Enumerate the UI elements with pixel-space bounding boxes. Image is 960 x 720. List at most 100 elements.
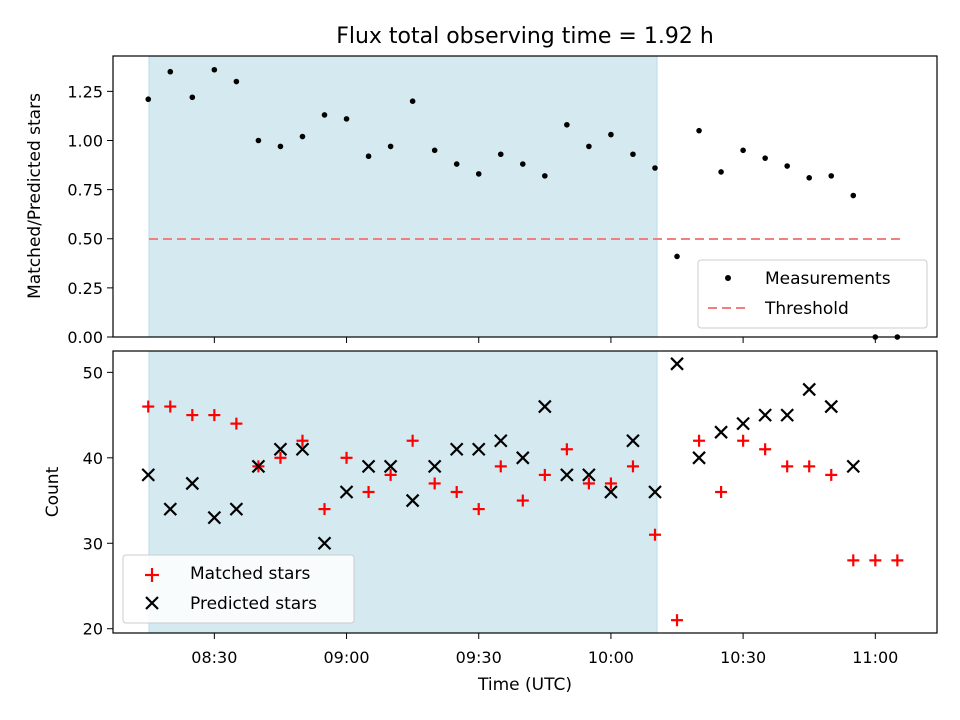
y-tick-label: 20 <box>83 620 103 639</box>
y-tick-label: 1.25 <box>67 82 103 101</box>
measurement-point <box>718 169 724 175</box>
y-tick-label: 0.00 <box>67 328 103 347</box>
measurement-point <box>431 147 438 154</box>
predicted-stars-point <box>824 399 839 414</box>
measurement-point <box>784 163 790 169</box>
matched-stars-point <box>318 503 331 516</box>
measurements-legend-label: Measurements <box>765 269 891 289</box>
top-legend: Measurements Threshold <box>697 259 928 329</box>
predicted-stars-point <box>648 485 662 499</box>
matched-stars-legend-marker <box>145 568 159 582</box>
matched-stars-point <box>406 434 419 447</box>
predicted-stars-legend-marker <box>145 596 159 610</box>
predicted-stars-point <box>317 536 332 551</box>
predicted-stars-point <box>405 493 420 508</box>
measurement-point <box>167 68 174 75</box>
top-panel-frame <box>112 55 938 338</box>
predicted-stars-point <box>185 476 200 491</box>
predicted-stars-point <box>339 485 354 499</box>
matched-stars-point <box>781 460 794 473</box>
matched-stars-point <box>626 460 639 473</box>
predicted-stars-point <box>582 468 596 482</box>
matched-stars-point <box>648 528 661 541</box>
matched-stars-legend-label: Matched stars <box>190 564 310 584</box>
measurements-series <box>145 66 901 340</box>
matched-stars-point <box>538 468 551 481</box>
matched-stars-point <box>384 468 397 481</box>
predicted-stars-point <box>802 382 816 397</box>
measurement-point <box>630 151 636 158</box>
matched-stars-point <box>604 477 617 490</box>
measurement-point <box>740 147 746 154</box>
matched-stars-point <box>671 614 684 627</box>
y-tick-label: 50 <box>83 363 103 382</box>
bottom-legend-box <box>122 554 355 624</box>
predicted-stars-point <box>846 459 861 474</box>
predicted-stars-point <box>207 510 222 525</box>
matched-stars-point <box>869 554 882 567</box>
predicted-stars-point <box>692 451 706 465</box>
bottom-panel-frame <box>112 350 938 634</box>
x-tick-label: 11:00 <box>852 648 898 667</box>
y-tick-label: 1.00 <box>67 131 103 150</box>
measurement-point <box>255 137 262 144</box>
predicted-stars-point <box>251 459 266 474</box>
top-panel: 0.00 0.25 0.50 0.75 1.00 1.25 Matched/Predict… <box>25 55 938 347</box>
measurements-legend-marker <box>725 275 731 281</box>
matched-stars-point <box>582 477 595 490</box>
x-tick-label: 09:30 <box>456 648 502 667</box>
predicted-stars-point <box>560 468 574 482</box>
predicted-stars-point <box>604 485 618 499</box>
y-tick-label: 0.50 <box>67 230 103 249</box>
x-tick-label: 08:30 <box>191 648 237 667</box>
y-tick-label: 0.75 <box>67 181 103 200</box>
matched-stars-point <box>450 486 463 498</box>
predicted-stars-point <box>758 408 772 422</box>
predicted-stars-point <box>229 502 244 516</box>
matched-stars-point <box>693 434 706 447</box>
predicted-stars-point <box>141 468 156 482</box>
matched-stars-point <box>737 434 750 447</box>
x-tick-label: 10:00 <box>588 648 634 667</box>
predicted-stars-point <box>493 433 508 448</box>
predicted-stars-legend-label: Predicted stars <box>190 594 317 614</box>
predicted-stars-point <box>361 459 376 474</box>
matched-stars-point <box>472 503 485 516</box>
measurement-point <box>850 192 857 199</box>
predicted-stars-point <box>295 442 310 457</box>
matched-stars-point <box>142 400 155 413</box>
measurement-point <box>365 153 372 160</box>
bottom-panel: 20 30 40 50 08:30 09:00 09:30 10:00 10:30 11:00 C… <box>43 350 938 667</box>
top-panel-ylabel: Matched/Predicted stars <box>25 93 45 299</box>
measurement-point <box>564 121 570 128</box>
matched-stars-point <box>803 460 816 473</box>
bottom-panel-axes: 20 30 40 50 08:30 09:00 09:30 10:00 10:30 11:00 <box>83 363 899 667</box>
matched-stars-point <box>560 443 573 456</box>
measurement-point <box>321 112 328 118</box>
matched-stars-point <box>494 460 507 473</box>
measurement-point <box>806 175 813 181</box>
threshold-legend-label: Threshold <box>764 299 849 319</box>
matched-stars-point <box>186 409 199 422</box>
measurement-point <box>387 143 394 150</box>
measurement-point <box>497 151 504 158</box>
y-tick-label: 40 <box>83 449 103 468</box>
x-tick-label: 09:00 <box>323 648 369 667</box>
measurement-point <box>277 143 284 150</box>
predicted-stars-point <box>538 399 552 414</box>
matched-stars-point <box>891 554 904 567</box>
predicted-stars-point <box>163 502 178 516</box>
bottom-panel-ylabel: Count <box>43 466 63 517</box>
predicted-stars-point <box>273 442 288 457</box>
measurement-point <box>343 116 350 122</box>
matched-stars-point <box>428 477 441 490</box>
matched-stars-point <box>759 443 772 456</box>
measurement-point <box>608 131 614 138</box>
top-panel-shaded-span <box>148 55 658 338</box>
measurement-point <box>453 161 460 167</box>
measurement-point <box>211 66 218 73</box>
predicted-stars-point <box>780 408 794 422</box>
bottom-legend: Matched stars Predicted stars <box>122 554 355 624</box>
x-tick-label: 10:30 <box>720 648 766 667</box>
